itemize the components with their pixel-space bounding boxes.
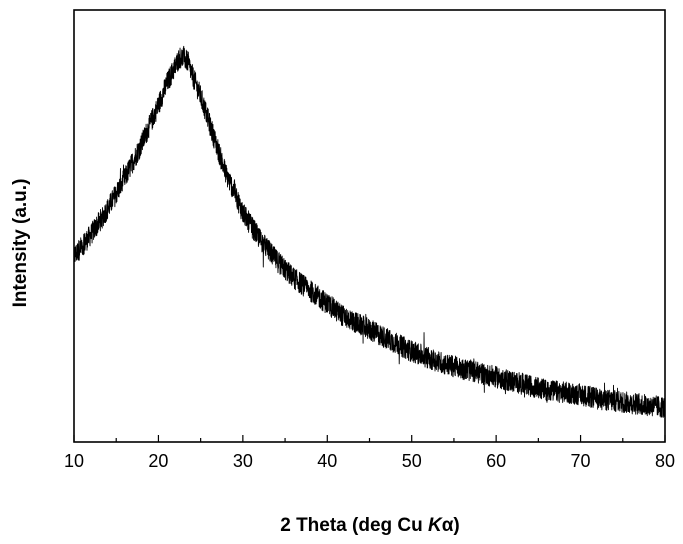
x-tick-label: 10 [64, 451, 84, 471]
x-axis-title: 2 Theta (deg Cu Kα) [280, 515, 460, 536]
x-tick-label: 80 [655, 451, 675, 471]
plot-frame [74, 10, 665, 442]
x-tick-label: 40 [317, 451, 337, 471]
x-tick-label: 50 [402, 451, 422, 471]
x-tick-label: 60 [486, 451, 506, 471]
x-tick-label: 70 [571, 451, 591, 471]
x-ticks [74, 435, 665, 442]
y-axis-title: Intensity (a.u.) [10, 179, 31, 308]
series-line [74, 46, 665, 417]
x-tick-labels: 10 20 30 40 50 60 70 80 [64, 451, 675, 471]
x-tick-label: 30 [233, 451, 253, 471]
x-tick-label: 20 [148, 451, 168, 471]
